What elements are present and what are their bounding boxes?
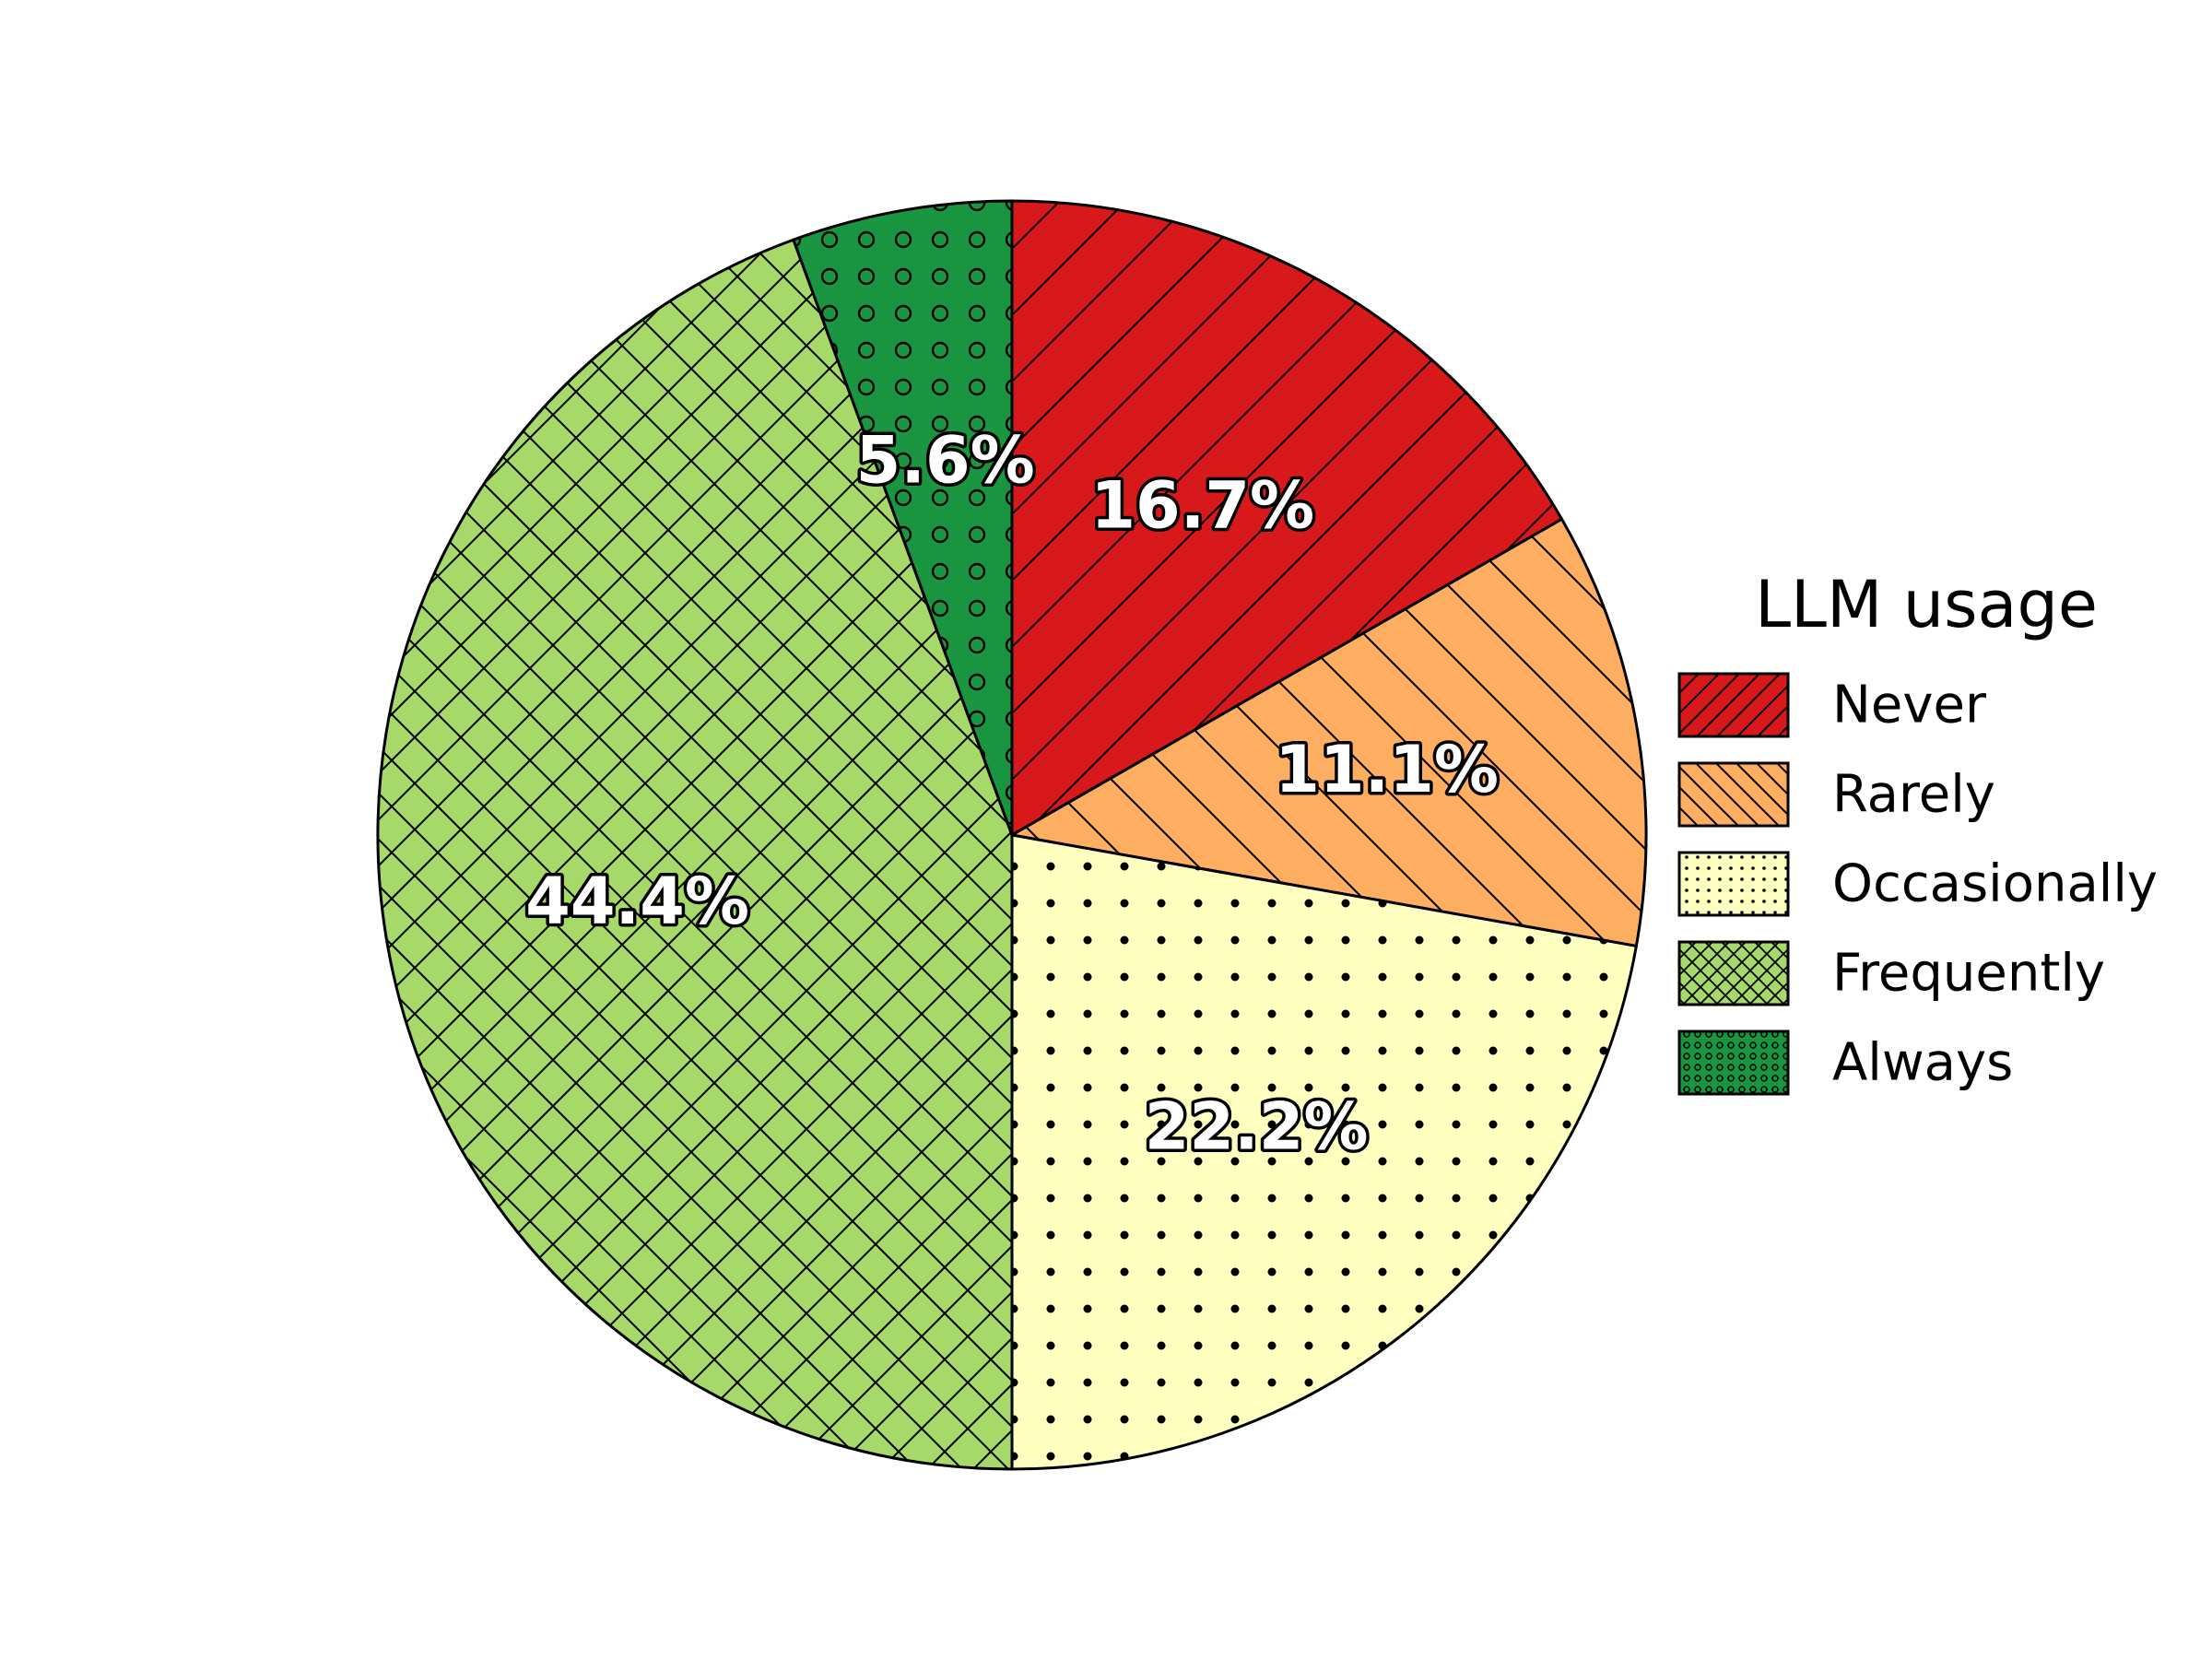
legend-label-rarely: Rarely [1832,765,1995,825]
legend-label-never: Never [1832,676,1987,735]
pie-slices [376,199,1648,1471]
pie-slice-occasionally [1010,833,1638,1471]
legend-swatch-hatch [1677,761,1790,828]
legend-item-always: Always [1677,1030,2013,1096]
pie-slice-rarely [1010,517,1648,947]
pie-slice-hatch [1010,517,1648,947]
slice-label-always: 5.6% [856,423,1035,499]
legend-label-occasionally: Occasionally [1832,854,2158,914]
legend-label-frequently: Frequently [1832,944,2105,1004]
slice-label-never: 16.7% [1090,468,1314,544]
pie-slice-hatch [1010,833,1638,1471]
legend-item-occasionally: Occasionally [1677,851,2158,917]
slice-label-occasionally: 22.2% [1145,1088,1369,1164]
legend-swatch-hatch [1677,672,1790,738]
slice-label-frequently: 44.4% [525,864,749,939]
legend-swatch-hatch [1677,940,1790,1006]
slice-label-rarely: 11.1% [1275,732,1499,807]
legend-item-frequently: Frequently [1677,940,2105,1006]
pie-slice-hatch [792,199,1014,837]
slice-labels: 16.7% 11.1% 22.2% 44.4% 5.6% [523,419,1502,1168]
legend-title: LLM usage [1755,567,2098,642]
legend: LLM usage Never Rarely Occasionally Frequen… [1677,567,2158,1096]
pie-slice-hatch [1010,199,1564,837]
legend-label-always: Always [1832,1033,2013,1093]
pie-slice-hatch [376,238,1014,1471]
legend-item-rarely: Rarely [1677,761,1995,828]
legend-swatch-hatch [1677,1030,1790,1096]
pie-slice-frequently [376,238,1014,1471]
legend-item-never: Never [1677,672,1987,738]
pie-slice-always [792,199,1014,837]
legend-swatch-hatch [1677,851,1790,917]
pie-slice-never [1010,199,1564,837]
